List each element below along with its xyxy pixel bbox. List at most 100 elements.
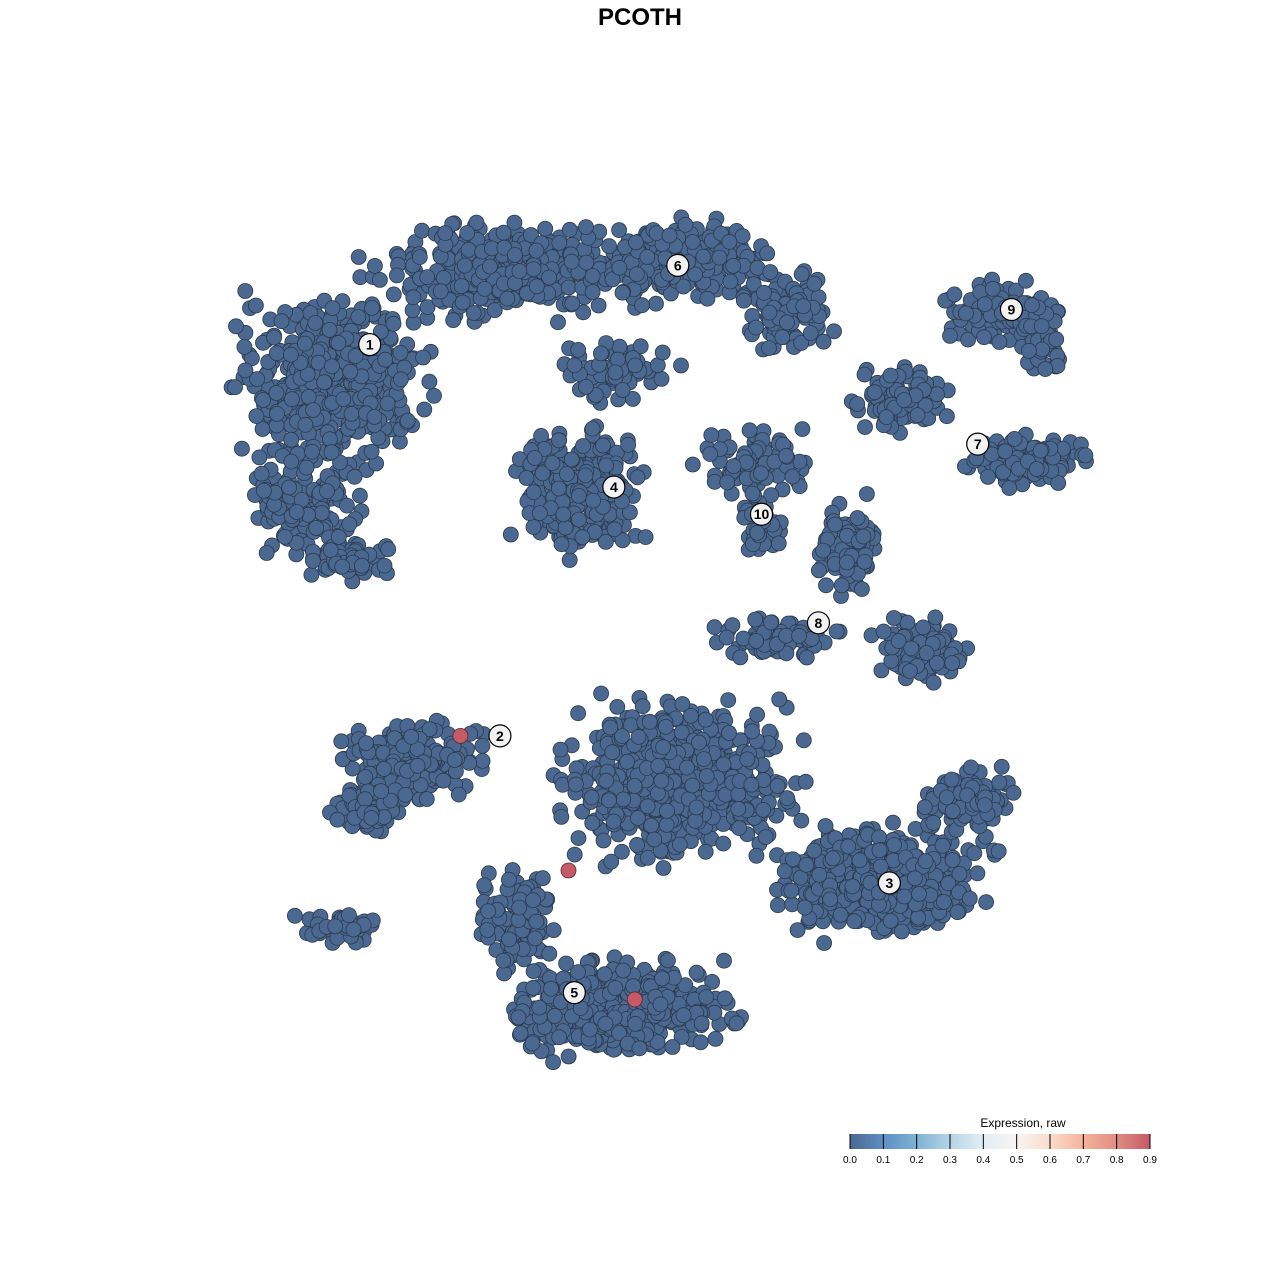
cell-point	[818, 577, 834, 594]
cell-point	[719, 474, 736, 491]
cell-point	[559, 466, 575, 482]
expressing-cell-point	[626, 991, 643, 1008]
cell-point	[949, 904, 966, 921]
cell-point	[976, 797, 993, 813]
cell-point	[415, 349, 432, 366]
cell-point	[446, 752, 463, 768]
cell-point	[757, 829, 774, 845]
cell-point	[399, 412, 416, 429]
cell-point	[421, 373, 438, 390]
cell-point	[255, 392, 272, 408]
cell-point	[593, 685, 609, 702]
cell-point	[414, 222, 430, 239]
cell-point	[524, 1035, 541, 1052]
cell-point	[526, 449, 543, 466]
cell-point	[435, 772, 452, 789]
cell-point	[411, 249, 428, 266]
cluster-label-text: 9	[1008, 302, 1016, 318]
cell-point	[824, 850, 841, 867]
cell-point	[481, 258, 498, 275]
cell-point	[609, 351, 626, 368]
cell-point	[756, 284, 772, 301]
cell-point	[851, 852, 868, 869]
cell-point	[243, 350, 260, 367]
cell-point	[1037, 361, 1054, 378]
cell-point	[468, 214, 485, 231]
cell-point	[227, 379, 243, 396]
cell-point	[597, 534, 614, 550]
cell-point	[846, 913, 863, 930]
cell-point	[942, 327, 958, 344]
cell-point	[553, 536, 570, 553]
cell-point	[563, 253, 580, 270]
cell-point	[329, 811, 346, 828]
cell-point	[578, 254, 595, 271]
cell-point	[453, 278, 470, 295]
cell-point	[403, 728, 420, 745]
cell-point	[991, 774, 1008, 791]
cell-point	[844, 878, 861, 895]
cell-point	[630, 729, 647, 745]
cell-point	[1005, 784, 1022, 801]
cell-point	[798, 649, 815, 666]
cell-point	[677, 216, 694, 233]
cell-point	[978, 894, 994, 910]
cell-point	[237, 283, 254, 299]
cell-point	[397, 787, 414, 803]
cell-point	[283, 431, 300, 448]
cell-point	[875, 623, 892, 640]
cell-point	[745, 276, 762, 293]
cell-point	[531, 999, 548, 1016]
cell-point	[797, 773, 814, 790]
cell-point	[1028, 461, 1045, 477]
cell-point	[697, 711, 714, 728]
cell-point	[779, 314, 795, 331]
cell-point	[506, 214, 523, 231]
cell-point	[307, 314, 324, 331]
cell-point	[480, 903, 497, 919]
cell-point	[903, 640, 920, 657]
cell-point	[574, 529, 591, 546]
cell-point	[990, 843, 1007, 860]
cell-point	[527, 930, 544, 947]
cell-point	[1001, 480, 1018, 497]
cell-point	[545, 922, 562, 939]
cell-point	[627, 357, 644, 374]
cell-point	[249, 371, 266, 388]
cell-point	[319, 483, 335, 500]
cell-point	[896, 392, 912, 409]
cell-point	[385, 315, 402, 332]
cell-point	[944, 852, 961, 868]
cell-point	[550, 480, 567, 497]
cell-point	[735, 630, 752, 647]
cell-point	[660, 952, 676, 969]
cell-point	[878, 409, 895, 426]
cell-point	[525, 261, 542, 278]
cell-point	[789, 922, 806, 938]
cell-point	[366, 408, 383, 425]
cell-point	[606, 521, 623, 538]
cell-point	[795, 732, 812, 749]
cell-point	[769, 778, 786, 794]
cell-point	[628, 234, 644, 251]
cell-point	[629, 469, 646, 486]
cell-point	[236, 339, 253, 355]
cell-point	[815, 542, 831, 559]
cell-point	[596, 966, 613, 983]
cell-point	[330, 529, 347, 545]
cell-point	[251, 449, 268, 466]
cell-point	[350, 249, 367, 265]
cell-point	[233, 440, 250, 457]
cell-point	[725, 458, 742, 475]
cell-point	[687, 266, 703, 283]
cell-point	[598, 457, 614, 474]
cell-point	[593, 345, 609, 362]
cell-point	[584, 268, 601, 284]
cell-point	[749, 706, 765, 723]
cell-point	[744, 723, 760, 740]
cell-point	[426, 387, 442, 404]
cell-point	[946, 286, 963, 303]
cell-point	[534, 465, 551, 482]
cell-point	[607, 980, 624, 996]
cell-point	[658, 817, 675, 833]
